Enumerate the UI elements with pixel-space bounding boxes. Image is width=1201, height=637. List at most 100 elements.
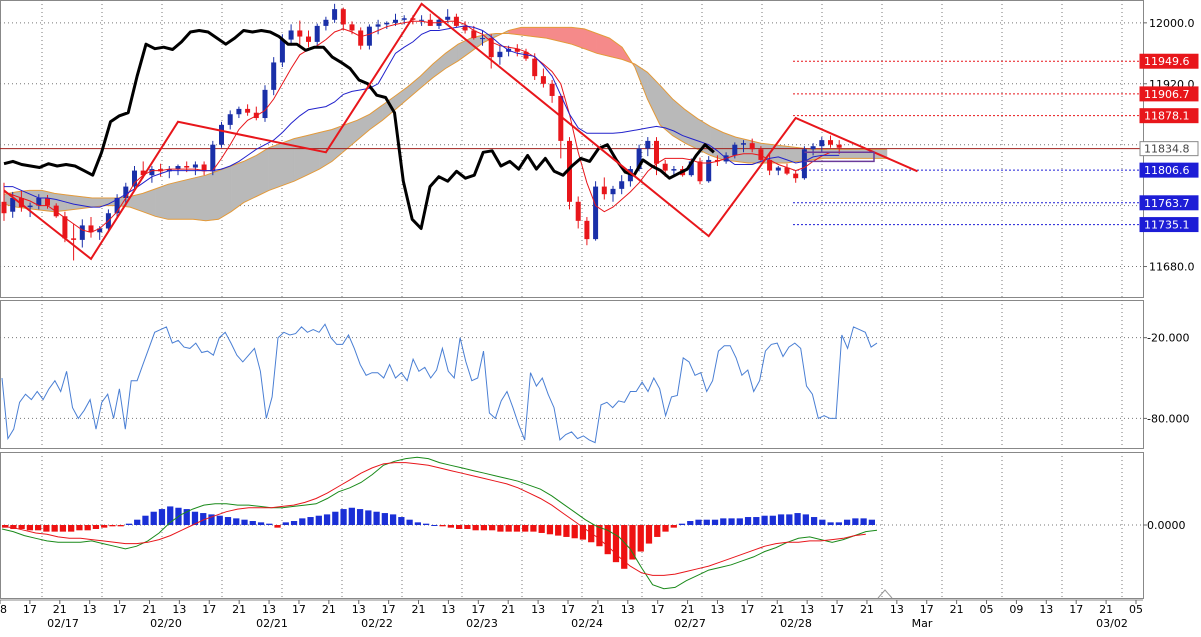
macd-histogram-bar <box>687 521 694 525</box>
time-hour-label: 17 <box>830 603 844 616</box>
candle-body <box>671 169 677 171</box>
candle-body <box>636 148 642 170</box>
macd-histogram-bar <box>464 525 471 529</box>
candle-body <box>801 149 807 179</box>
macd-histogram-bar <box>786 514 793 525</box>
osc-tick-label: -20.000 <box>1147 332 1189 345</box>
time-hour-label: 21 <box>322 603 336 616</box>
candle-body <box>819 140 825 147</box>
candle-body <box>192 164 198 168</box>
macd-histogram-bar <box>761 515 768 525</box>
macd-histogram-bar <box>695 519 702 525</box>
price-label-box <box>1139 86 1199 102</box>
macd-histogram-bar <box>843 519 851 525</box>
macd-histogram-bar <box>456 525 463 529</box>
time-hour-label: 21 <box>1099 603 1113 616</box>
candle-body <box>697 161 703 182</box>
time-hour-label: 21 <box>681 603 695 616</box>
time-hour-label: 13 <box>83 603 97 616</box>
time-date-label: 02/24 <box>571 617 603 630</box>
cloud-segment <box>205 170 219 222</box>
oscillator-panel: -20.000 -80.000 <box>0 300 1189 449</box>
time-date-label: 03/02 <box>1096 617 1128 630</box>
candle-body <box>462 25 468 31</box>
macd-histogram-bar <box>489 525 496 531</box>
candle-body <box>219 124 224 145</box>
time-hour-label: 17 <box>1069 603 1083 616</box>
price-label-text: 11878.1 <box>1144 110 1190 123</box>
cloud-segment <box>420 63 434 89</box>
macd-histogram-bar <box>117 525 124 527</box>
cloud-segment <box>243 155 257 203</box>
macd-histogram-bar <box>398 517 405 525</box>
candle-body <box>393 19 398 23</box>
candle-body <box>758 149 764 160</box>
cloud-segment <box>356 113 371 141</box>
candle-body <box>619 181 625 189</box>
macd-histogram-bar <box>35 525 42 531</box>
time-hour-label: 13 <box>1039 603 1053 616</box>
cloud-segment <box>155 183 169 220</box>
price-label-text: 11735.1 <box>1144 219 1190 232</box>
macd-tick-label: 0.0000 <box>1147 519 1186 532</box>
time-hour-label: 17 <box>561 603 575 616</box>
macd-histogram-bar <box>191 511 199 525</box>
macd-histogram-bar <box>711 519 719 525</box>
candle-body <box>419 19 425 21</box>
time-hour-label: 17 <box>920 603 934 616</box>
time-hour-label: 21 <box>770 603 784 616</box>
candle-body <box>36 198 42 206</box>
macd-histogram-bar <box>216 515 223 525</box>
cloud-segment <box>836 149 850 159</box>
candle-body <box>323 19 329 26</box>
candle-body <box>384 22 390 25</box>
macd-histogram-bar <box>794 513 801 525</box>
macd-histogram-bar <box>134 519 141 525</box>
macd-histogram-bar <box>233 518 240 525</box>
macd-histogram-bar <box>348 507 355 525</box>
candle-body <box>245 108 251 113</box>
candle-body <box>706 159 712 182</box>
price-label-text: 11806.6 <box>1144 164 1190 177</box>
macd-histogram-bar <box>406 519 413 525</box>
time-date-label: 02/17 <box>47 617 79 630</box>
candle-body <box>314 25 320 42</box>
candle-body <box>271 62 277 90</box>
macd-histogram-bar <box>868 519 875 525</box>
price-label-text: 11906.7 <box>1144 88 1190 101</box>
time-hour-label: 17 <box>292 603 306 616</box>
oscillator-panel-frame <box>0 300 1144 449</box>
macd-histogram-bar <box>224 517 232 525</box>
price-label-text: 11949.6 <box>1144 55 1190 68</box>
time-hour-label: 17 <box>382 603 396 616</box>
price-tick-label: 11680.0 <box>1149 261 1195 274</box>
candle-body <box>149 169 155 176</box>
candle-body <box>97 228 103 233</box>
macd-histogram-bar <box>621 525 628 569</box>
candle-body <box>132 170 137 187</box>
candle-body <box>828 140 833 145</box>
time-hour-label: 13 <box>441 603 455 616</box>
time-hour-label: 13 <box>531 603 545 616</box>
candle-body <box>358 30 364 46</box>
macd-histogram-bar <box>555 525 562 536</box>
macd-histogram-bar <box>150 511 157 525</box>
candle-body <box>793 173 799 179</box>
cloud-segment <box>684 109 699 150</box>
macd-histogram-bar <box>68 525 75 532</box>
box-marker <box>804 151 875 163</box>
candle-body <box>575 201 581 221</box>
time-hour-label: 21 <box>412 603 426 616</box>
cloud-segment <box>647 71 661 126</box>
time-hour-label: 17 <box>202 603 216 616</box>
cloud-segment <box>609 37 623 60</box>
time-hour-label: 05 <box>980 603 994 616</box>
time-hour-label: 13 <box>352 603 366 616</box>
candle-body <box>645 140 651 149</box>
price-label-box <box>1139 195 1199 211</box>
candle-body <box>201 164 207 172</box>
macd-histogram-bar <box>629 525 636 560</box>
candle-body <box>332 9 338 20</box>
candle-body <box>488 38 494 58</box>
